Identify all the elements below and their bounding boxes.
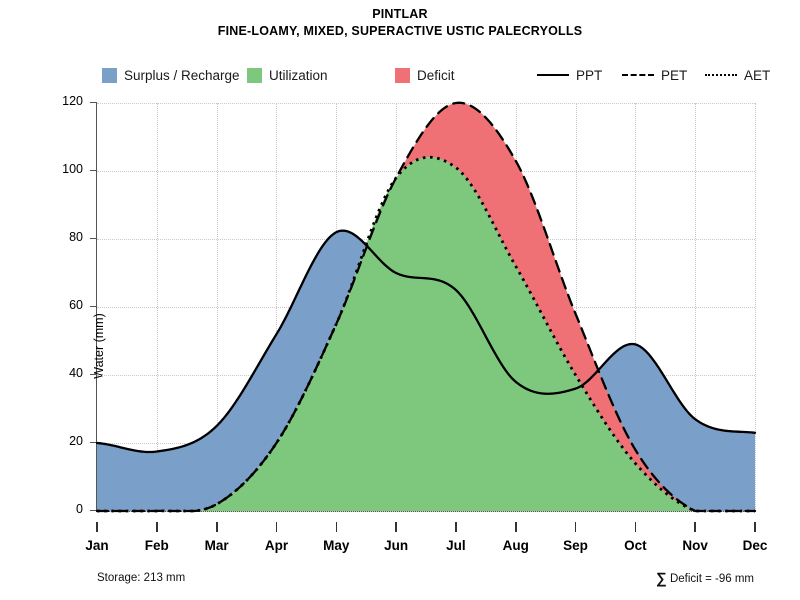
- sigma-icon: ∑: [656, 570, 667, 587]
- x-gridline: [635, 103, 637, 511]
- y-tick-label: 100: [62, 162, 83, 176]
- x-tick-label: Aug: [502, 538, 529, 553]
- x-tick-label: Feb: [144, 538, 169, 553]
- y-tick-mark: [90, 306, 97, 308]
- x-tick-label: May: [323, 538, 350, 553]
- y-gridline: [97, 103, 755, 104]
- x-tick-mark: [395, 522, 397, 532]
- legend-item-ppt: PPT: [537, 64, 602, 86]
- utilization-band: [158, 157, 696, 511]
- legend-item-surplus-recharge: Surplus / Recharge: [102, 64, 240, 86]
- chart-title: PINTLAR: [372, 7, 428, 21]
- chart-title-block: PINTLAR FINE-LOAMY, MIXED, SUPERACTIVE U…: [0, 6, 800, 40]
- x-tick-mark: [455, 522, 457, 532]
- x-tick-mark: [515, 522, 517, 532]
- x-tick-mark: [634, 522, 637, 532]
- y-tick-mark: [90, 102, 97, 104]
- y-tick-mark: [90, 170, 97, 172]
- x-tick-label: Mar: [204, 538, 229, 553]
- x-tick-mark: [96, 522, 98, 532]
- chart-legend: Surplus / Recharge Utilization Deficit P…: [0, 64, 800, 86]
- surplus-recharge-band: [97, 230, 755, 511]
- x-tick-mark: [694, 522, 697, 532]
- legend-label-ppt: PPT: [576, 67, 603, 83]
- x-tick-mark: [574, 522, 577, 532]
- x-tick-label: Jul: [446, 538, 466, 553]
- x-tick-label: Sep: [563, 538, 588, 553]
- y-tick-mark: [90, 442, 97, 444]
- dotted-line-icon: [705, 68, 737, 82]
- solid-line-icon: [537, 68, 569, 82]
- plot-area: Water (mm) 0 20 40 60 80 100 120 Jan Feb Mar Apr M…: [62, 94, 767, 553]
- x-tick-label: Dec: [742, 538, 768, 553]
- y-tick-mark: [90, 374, 97, 376]
- y-tick-label: 0: [76, 502, 83, 516]
- x-tick-label: Apr: [264, 538, 289, 553]
- dashed-line-icon: [622, 68, 654, 82]
- x-gridline: [216, 103, 218, 511]
- x-tick-mark: [754, 522, 756, 532]
- legend-item-pet: PET: [622, 64, 687, 86]
- x-gridline: [575, 103, 577, 511]
- series-lines: [95, 101, 757, 513]
- legend-label-surplus-recharge: Surplus / Recharge: [124, 67, 240, 83]
- y-tick-mark: [90, 238, 97, 240]
- deficit-swatch-icon: [395, 67, 410, 83]
- y-gridline: [97, 511, 755, 512]
- legend-label-aet: AET: [744, 67, 771, 83]
- chart-subtitle: FINE-LOAMY, MIXED, SUPERACTIVE USTIC PAL…: [217, 24, 583, 38]
- x-tick-mark: [156, 522, 158, 532]
- x-tick-label: Oct: [624, 538, 647, 553]
- legend-label-deficit: Deficit: [417, 67, 455, 83]
- series-line-aet: [97, 155, 755, 513]
- y-tick-label: 40: [69, 366, 83, 380]
- y-tick-label: 80: [69, 230, 83, 244]
- x-tick-mark: [215, 522, 218, 532]
- series-line-ppt: [95, 229, 757, 454]
- utilization-swatch-icon: [247, 67, 262, 83]
- band-fills: [97, 102, 755, 512]
- y-tick-mark: [90, 510, 97, 512]
- x-tick-mark: [275, 522, 278, 532]
- deficit-band: [398, 102, 696, 512]
- y-tick-label: 120: [62, 94, 83, 108]
- x-tick-label: Jun: [384, 538, 409, 553]
- storage-annotation: Storage: 213 mm: [97, 572, 186, 584]
- x-tick-mark: [335, 522, 338, 532]
- legend-label-pet: PET: [661, 67, 688, 83]
- legend-item-utilization: Utilization: [247, 64, 328, 86]
- y-tick-label: 60: [69, 298, 83, 312]
- x-tick-label: Jan: [85, 538, 109, 553]
- x-gridline: [276, 103, 278, 511]
- deficit-annotation-text: Deficit = -96 mm: [669, 573, 754, 585]
- x-gridline: [755, 103, 756, 511]
- chart-curves: [95, 101, 757, 513]
- legend-item-deficit: Deficit: [395, 64, 455, 86]
- x-tick-label: Nov: [682, 538, 708, 553]
- surplus-recharge-swatch-icon: [102, 67, 117, 83]
- y-axis-line: [96, 103, 98, 512]
- legend-item-aet: AET: [705, 64, 770, 86]
- legend-label-utilization: Utilization: [269, 67, 328, 83]
- y-tick-label: 20: [69, 434, 83, 448]
- x-gridline: [156, 103, 158, 511]
- x-gridline: [695, 103, 697, 511]
- deficit-annotation: ∑ Deficit = -96 mm: [656, 570, 754, 587]
